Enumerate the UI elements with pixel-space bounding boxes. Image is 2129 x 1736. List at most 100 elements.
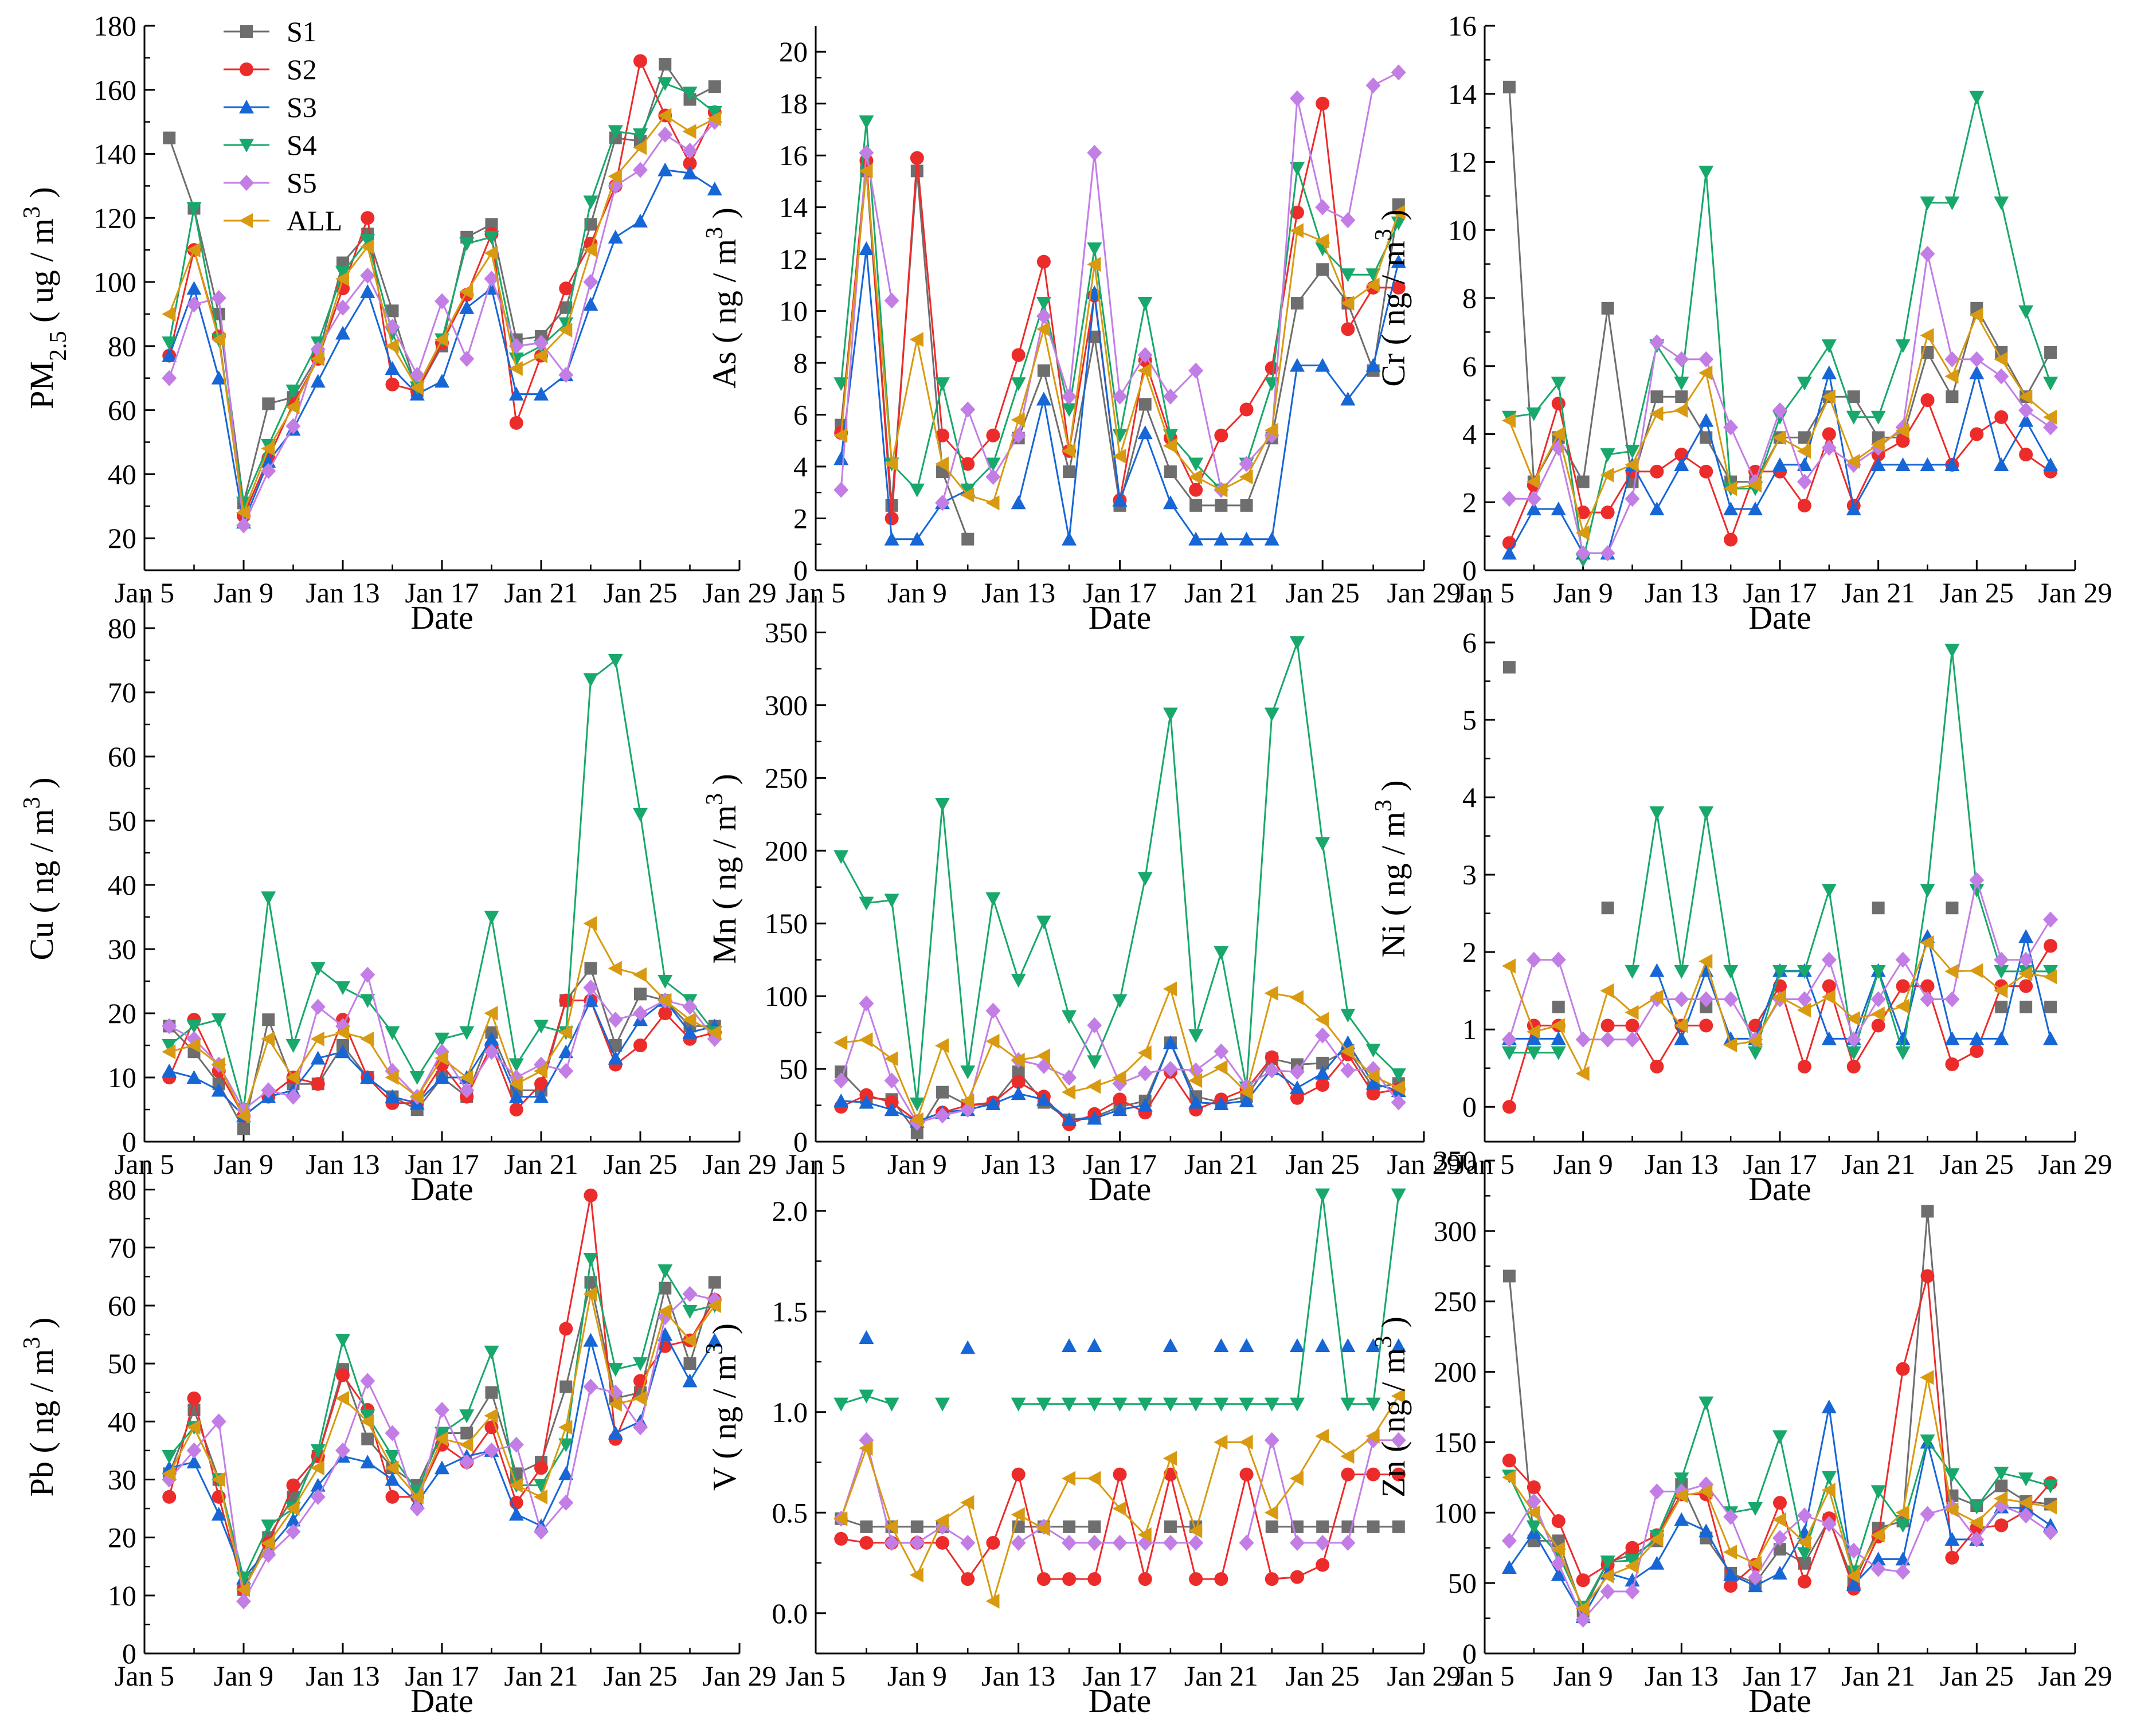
data-point-s4 [261,1519,276,1534]
series-all [162,108,721,520]
data-point-all [1239,1084,1253,1100]
data-point-s5 [1062,1069,1077,1086]
data-point-s1 [237,1122,250,1135]
data-point-s1 [1316,1520,1329,1533]
data-point-s5 [1551,951,1566,968]
data-point-s4 [1188,457,1204,472]
data-point-s2 [1945,1550,1959,1565]
data-point-s5 [1698,351,1714,367]
data-point-all [1188,1073,1203,1088]
data-point-s4 [707,105,722,120]
data-point-s5 [335,1442,350,1459]
data-point-all [435,1051,449,1066]
series-all [1501,935,2057,1081]
data-point-s5 [1112,388,1128,405]
data-point-s2 [1724,1579,1738,1593]
data-point-s4 [1994,965,2009,979]
data-point-s2 [1113,1467,1127,1482]
data-point-s5 [484,271,499,287]
data-point-s1 [1290,297,1304,310]
data-point-s4 [583,673,598,687]
data-point-s5 [459,1082,475,1099]
data-point-s4 [658,974,673,989]
series-all [1501,307,2057,540]
x-tick-label: Jan 9 [887,1660,947,1692]
y-tick-label: 60 [108,740,136,773]
data-point-s3 [335,1044,350,1059]
data-point-s4 [909,483,925,497]
data-point-all [884,1519,898,1534]
x-tick-label: Jan 13 [981,1148,1055,1180]
data-point-s2 [1214,1572,1228,1586]
data-point-s1 [1798,1557,1811,1570]
data-point-s3 [1821,1031,1837,1045]
data-point-all [833,1035,848,1051]
data-point-all [534,1063,548,1079]
data-point-s4 [385,1449,400,1464]
data-point-all [1821,989,1836,1005]
data-point-s3 [1137,425,1153,440]
data-point-s1 [485,1386,498,1399]
data-point-all [409,380,424,395]
data-point-all [508,360,523,376]
data-point-s4 [2018,305,2034,319]
data-point-s4 [162,336,177,351]
data-point-all [558,322,573,338]
data-point-s1 [1215,499,1228,512]
data-point-s5 [2043,911,2058,928]
data-point-s2 [658,1006,672,1020]
data-point-all [1011,412,1025,428]
y-tick-label: 4 [793,450,808,483]
y-tick-label: 140 [93,138,136,170]
data-point-all [236,1108,251,1124]
data-point-all [1625,1005,1639,1020]
legend-marker [239,213,253,228]
data-point-s1 [659,58,672,71]
data-point-s1 [1164,1520,1177,1533]
data-point-s4 [162,1039,177,1053]
data-point-s5 [658,127,673,143]
data-point-s4 [1698,1396,1714,1410]
data-point-s1 [1502,661,1516,674]
data-point-s3 [1137,1098,1153,1112]
data-point-all [1062,443,1076,459]
data-point-s2 [1600,1018,1615,1033]
y-tick-label: 60 [108,394,136,426]
data-point-s3 [1112,492,1128,507]
data-point-all [1239,1435,1253,1450]
data-point-all [211,1472,225,1487]
data-point-all [1821,389,1836,405]
data-point-s2 [986,428,1000,442]
data-point-s4 [1163,707,1178,722]
data-point-s4 [1087,1055,1102,1069]
y-tick-label: 0.0 [772,1597,808,1629]
data-point-s4 [2043,965,2058,979]
data-point-all [1264,422,1278,438]
data-point-s5 [2043,1524,2058,1541]
data-point-s3 [1011,495,1026,510]
data-point-all [707,1025,721,1040]
data-point-s5 [310,998,326,1015]
data-point-s4 [1011,1397,1026,1412]
data-point-s3 [1846,1577,1861,1591]
data-point-s2 [1189,483,1203,497]
data-point-s4 [1289,1397,1305,1412]
data-point-s2 [1527,1480,1541,1495]
data-point-s1 [559,1380,573,1393]
x-tick-label: Jan 21 [504,577,578,609]
data-point-all [682,1012,696,1028]
data-point-s2 [385,377,400,391]
data-point-all [1748,1033,1762,1049]
data-point-all [935,1513,949,1529]
data-point-s5 [186,1442,202,1459]
x-tick-label: Jan 5 [786,1660,846,1692]
data-point-s4 [1994,1467,2009,1481]
data-point-s2 [1797,499,1811,513]
data-point-s5 [1723,1508,1739,1525]
data-point-all [1575,525,1590,540]
data-point-all [310,351,324,367]
legend-label: S2 [287,53,317,85]
data-point-all [1748,477,1762,493]
data-point-s5 [1391,64,1406,81]
